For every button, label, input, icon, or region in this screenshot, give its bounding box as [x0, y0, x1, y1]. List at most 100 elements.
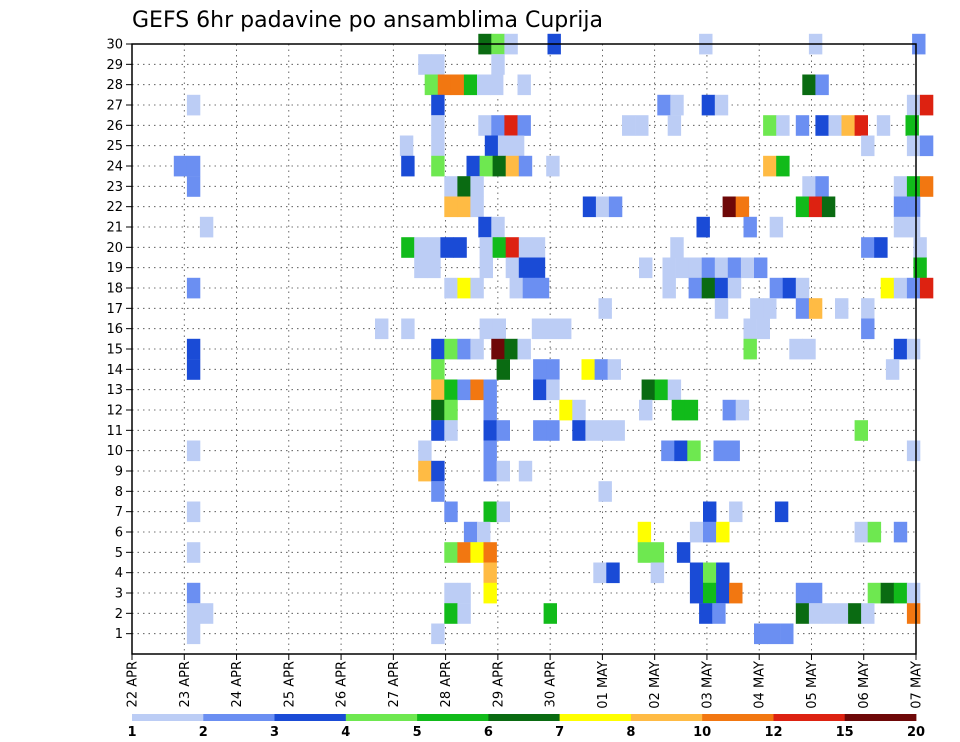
precip-cell	[754, 257, 768, 279]
precip-cell	[484, 135, 499, 157]
y-tick-label: 26	[106, 119, 123, 134]
colorbar-swatch	[274, 714, 347, 721]
precip-cell	[727, 277, 742, 299]
precip-cell	[703, 582, 717, 604]
colorbar: 1 2 3 4 5 6 7 8 10 12 15 20	[127, 714, 925, 740]
precip-cell	[457, 338, 471, 360]
precip-cell	[492, 237, 506, 258]
precip-cell	[418, 54, 432, 75]
precip-cell	[919, 135, 934, 157]
colorbar-label: 4	[341, 725, 350, 740]
precip-cell	[835, 603, 849, 624]
precip-cell	[533, 420, 547, 441]
precip-cell	[815, 74, 829, 96]
precip-cell	[444, 399, 458, 421]
precip-cell	[444, 542, 458, 563]
precip-cell	[712, 603, 726, 624]
precip-cell	[598, 481, 612, 502]
x-tick-label: 23 APR	[178, 661, 193, 707]
x-tick-label: 07 MAY	[910, 661, 925, 709]
precip-cell	[546, 155, 560, 177]
precip-cell	[639, 257, 653, 279]
x-tick-label: 27 APR	[387, 661, 402, 707]
precip-cell	[431, 420, 445, 441]
precip-cell	[463, 521, 478, 543]
precip-cell	[479, 257, 493, 279]
precip-cell	[637, 542, 652, 563]
precip-cell	[186, 501, 201, 523]
precip-cell	[726, 440, 740, 462]
precip-cell	[608, 196, 623, 218]
precip-cell	[483, 460, 497, 482]
precip-cell	[457, 196, 471, 218]
x-tick-label: 22 APR	[126, 661, 141, 707]
precip-cell	[727, 257, 742, 279]
precip-cell	[906, 338, 921, 360]
precip-cell	[714, 257, 729, 279]
precip-cell	[517, 74, 531, 96]
precip-cell	[186, 440, 201, 462]
precip-cell	[531, 257, 546, 279]
precip-cell	[444, 338, 458, 360]
precip-cell	[173, 155, 188, 177]
x-tick-label: 02 MAY	[648, 661, 663, 709]
precip-cell	[754, 623, 768, 645]
precip-cell	[684, 399, 699, 421]
precip-cell	[496, 420, 510, 441]
precip-cell	[703, 521, 717, 543]
y-tick-label: 11	[106, 424, 123, 439]
precip-cell	[854, 115, 868, 136]
precip-cell	[457, 542, 471, 563]
precip-cell	[671, 399, 686, 421]
precip-cell	[431, 54, 445, 75]
precip-cell	[477, 521, 491, 543]
precip-cell	[716, 521, 730, 543]
precip-cell	[713, 440, 727, 462]
precip-cell	[876, 115, 891, 136]
precip-cell	[841, 115, 855, 136]
x-tick-label: 01 MAY	[596, 661, 611, 709]
precip-cell	[716, 562, 730, 584]
x-tick-label: 26 APR	[335, 661, 350, 707]
precip-cell	[848, 603, 862, 624]
y-tick-label: 8	[115, 485, 123, 500]
precip-cell	[491, 115, 505, 136]
precip-cell	[186, 155, 201, 177]
y-tick-label: 22	[106, 200, 123, 215]
precip-cell	[906, 94, 921, 116]
precip-cell	[518, 237, 533, 258]
y-tick-label: 1	[115, 627, 123, 642]
precip-cell	[186, 623, 201, 645]
precip-cell	[504, 338, 518, 360]
x-tick-label: 24 APR	[230, 661, 245, 707]
precip-cell	[470, 277, 484, 299]
precip-cell	[861, 135, 875, 157]
colorbar-swatch	[630, 714, 703, 721]
precip-cell	[893, 582, 908, 604]
precip-cell	[444, 582, 458, 604]
precip-cell	[729, 501, 743, 523]
precip-cell	[674, 440, 688, 462]
precip-cell	[688, 257, 702, 279]
precip-cell	[802, 74, 816, 96]
precip-cell	[854, 420, 868, 441]
precip-cell	[457, 176, 471, 197]
precip-cell	[874, 237, 888, 258]
x-axis-ticks: 22 APR 23 APR 24 APR 25 APR 26 APR 27 APR 28 A…	[126, 654, 925, 709]
precip-cell	[466, 155, 480, 177]
precip-cell	[861, 603, 875, 624]
precip-cell	[431, 460, 445, 482]
precip-cell	[675, 257, 689, 279]
colorbar-swatch	[345, 714, 418, 721]
precip-cell	[535, 277, 550, 299]
precip-cell	[808, 196, 823, 218]
precip-cell	[635, 115, 649, 136]
colorbar-label: 7	[555, 725, 564, 740]
precip-cell	[399, 135, 414, 157]
x-tick-label: 30 APR	[544, 661, 559, 707]
precip-cell	[470, 542, 484, 563]
colorbar-swatch	[773, 714, 846, 721]
precip-cell	[861, 318, 875, 340]
precip-cell	[654, 379, 669, 401]
precip-cell	[906, 135, 921, 157]
